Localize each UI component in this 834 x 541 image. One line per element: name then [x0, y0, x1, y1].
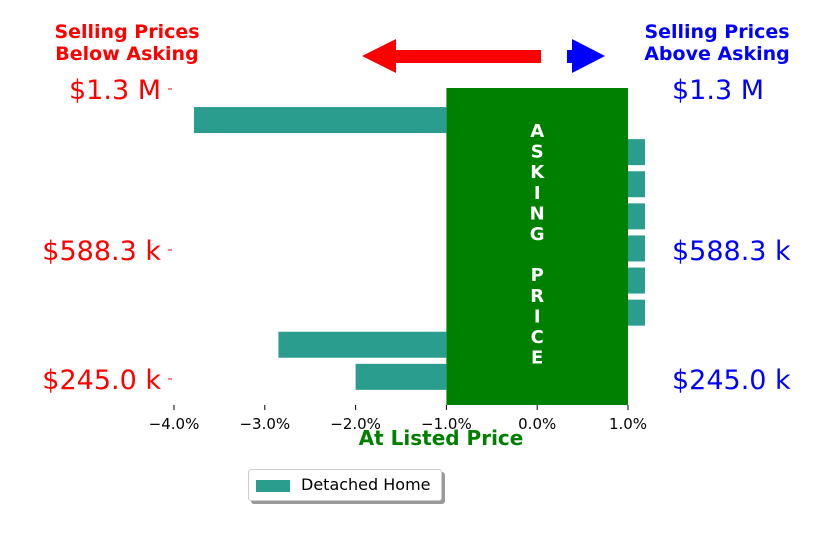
bar-4 [628, 235, 645, 262]
y-tick-label-right-0: $1.3 M [672, 75, 764, 106]
right-arrow-icon [567, 39, 605, 73]
bar-0 [193, 107, 447, 134]
x-tick-label-1: −3.0% [239, 415, 290, 433]
bar-6 [628, 299, 645, 326]
band-letter-3: I [534, 183, 541, 204]
band-letter-10: C [531, 327, 544, 348]
band-letter-1: S [531, 142, 544, 163]
band-letter-11: E [531, 348, 543, 369]
band-letter-4: N [530, 203, 545, 224]
bar-7 [278, 331, 447, 358]
x-tick-label-2: −2.0% [330, 415, 381, 433]
x-axis-label: At Listed Price [359, 426, 524, 450]
bar-2 [628, 171, 645, 198]
band-letter-9: I [534, 306, 541, 327]
y-tick-label-left-1: $588.3 k [42, 236, 161, 267]
below-asking-header: Selling Prices Below Asking [22, 21, 232, 65]
band-letter-5: G [530, 224, 545, 245]
legend: Detached Home [248, 469, 442, 501]
left-arrow-icon [362, 39, 541, 73]
y-tick-label-right-2: $245.0 k [672, 365, 791, 396]
bar-1 [628, 139, 645, 166]
bar-5 [628, 267, 645, 294]
x-tick-label-3: −1.0% [421, 415, 472, 433]
x-tick-label-0: −4.0% [149, 415, 200, 433]
x-tick-label-4: 0.0% [518, 415, 556, 433]
below-asking-line2: Below Asking [55, 43, 199, 65]
below-asking-line1: Selling Prices [54, 21, 200, 43]
bar-8 [355, 363, 447, 390]
y-tick-label-right-1: $588.3 k [672, 236, 791, 267]
y-tick-label-left-2: $245.0 k [42, 365, 161, 396]
band-letter-2: K [530, 162, 545, 183]
above-asking-header: Selling Prices Above Asking [612, 21, 822, 65]
legend-label: Detached Home [301, 475, 431, 494]
legend-swatch [256, 480, 290, 492]
x-tick-label-5: 1.0% [609, 415, 647, 433]
y-tick-label-left-0: $1.3 M [69, 75, 161, 106]
asking-price-band [446, 88, 628, 405]
band-letter-0: A [530, 121, 544, 142]
above-asking-line1: Selling Prices [644, 21, 790, 43]
bar-3 [628, 203, 645, 230]
above-asking-line2: Above Asking [644, 43, 790, 65]
band-letter-7: P [531, 265, 544, 286]
band-letter-8: R [530, 286, 544, 307]
